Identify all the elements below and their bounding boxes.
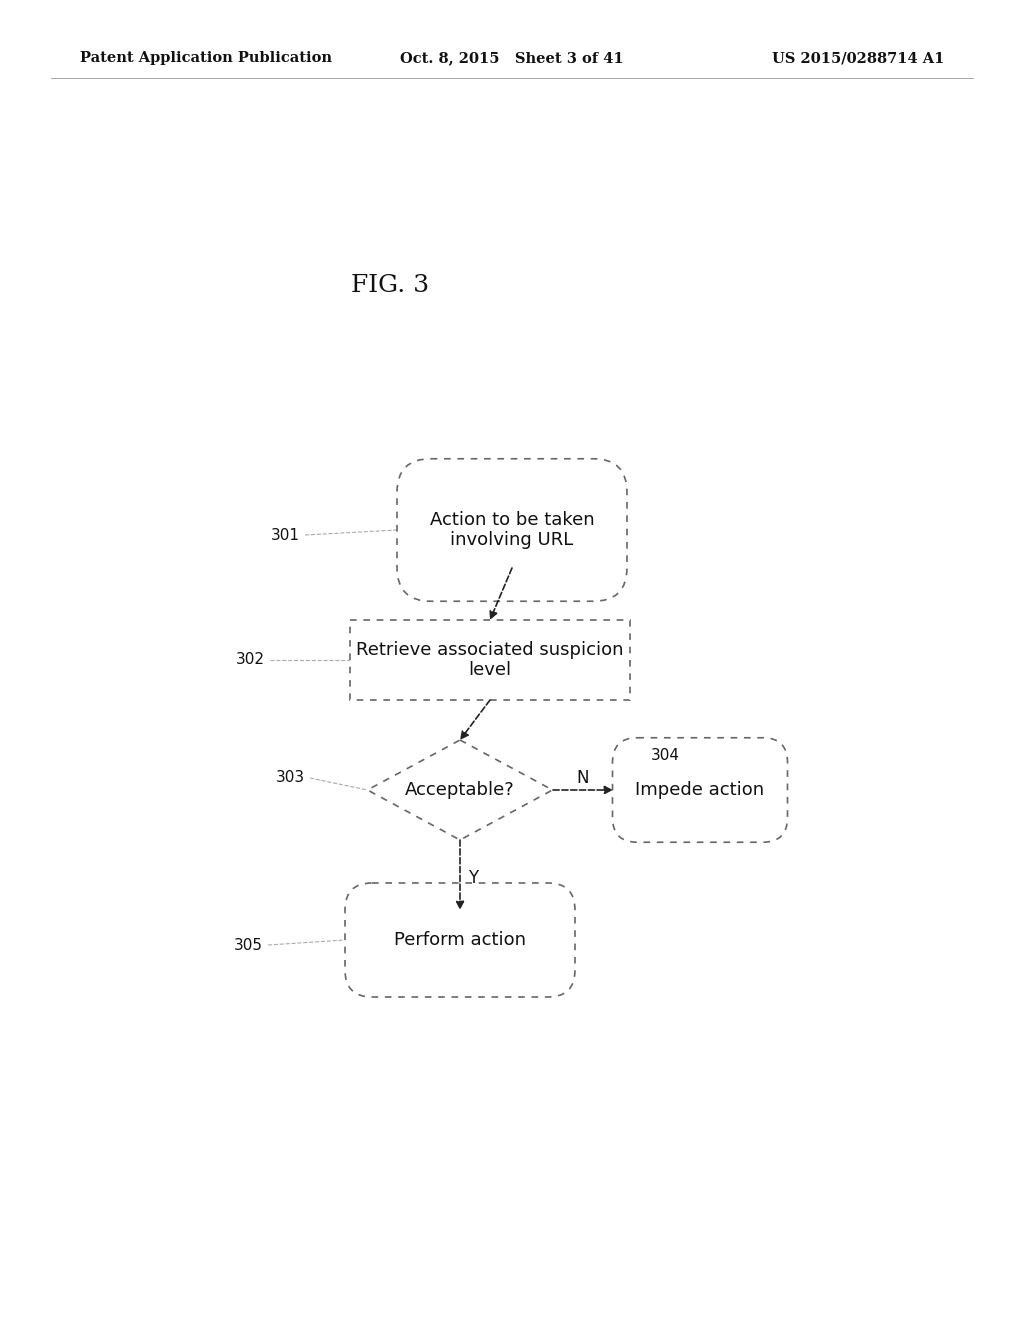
Text: Acceptable?: Acceptable?	[406, 781, 515, 799]
Text: 305: 305	[234, 937, 263, 953]
Text: US 2015/0288714 A1: US 2015/0288714 A1	[772, 51, 944, 65]
Text: Perform action: Perform action	[394, 931, 526, 949]
Text: Impede action: Impede action	[636, 781, 765, 799]
Bar	[350, 620, 630, 700]
Text: N: N	[577, 770, 589, 787]
FancyBboxPatch shape	[397, 459, 627, 601]
Text: Action to be taken
involving URL: Action to be taken involving URL	[430, 511, 594, 549]
Text: 304: 304	[651, 747, 680, 763]
Text: FIG. 3: FIG. 3	[351, 273, 429, 297]
Polygon shape	[368, 741, 553, 840]
Text: 303: 303	[275, 771, 305, 785]
Text: Oct. 8, 2015   Sheet 3 of 41: Oct. 8, 2015 Sheet 3 of 41	[400, 51, 624, 65]
Text: Retrieve associated suspicion
level: Retrieve associated suspicion level	[356, 640, 624, 680]
Text: Y: Y	[468, 869, 478, 887]
Text: Patent Application Publication: Patent Application Publication	[80, 51, 332, 65]
Text: 302: 302	[236, 652, 265, 668]
FancyBboxPatch shape	[345, 883, 575, 997]
FancyBboxPatch shape	[612, 738, 787, 842]
Text: 301: 301	[271, 528, 300, 543]
